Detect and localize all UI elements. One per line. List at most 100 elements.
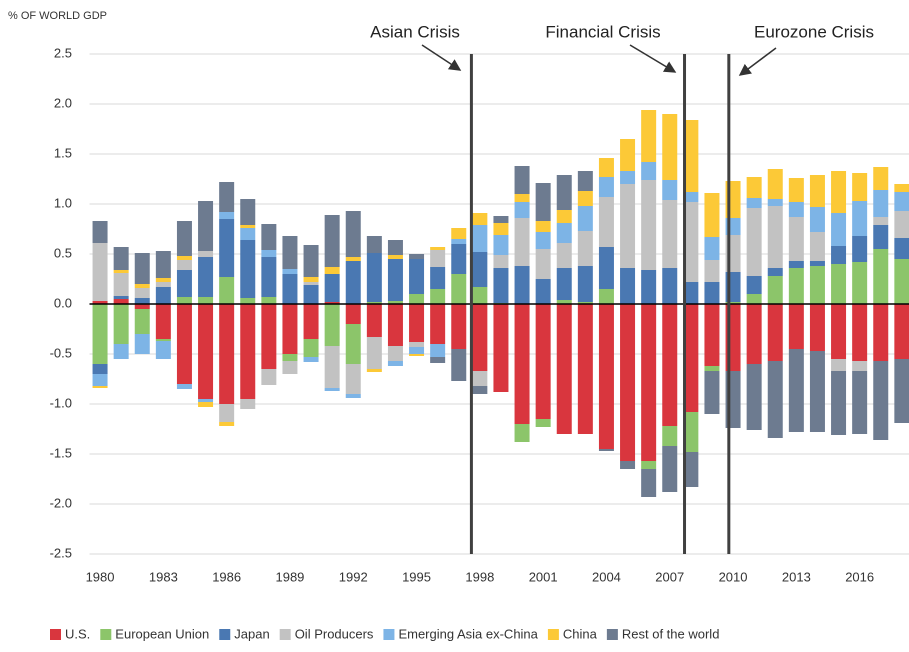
legend-label: European Union <box>115 626 209 641</box>
bar-segment <box>556 268 572 300</box>
bar-segment <box>556 210 572 223</box>
bar-segment <box>641 304 657 461</box>
bar-segment <box>430 267 446 289</box>
bar-segment <box>219 304 235 404</box>
bar-segment <box>852 304 868 361</box>
bar-segment <box>134 284 150 288</box>
bar-segment <box>831 304 847 359</box>
annotation: Eurozone Crisis <box>754 22 874 41</box>
bar-segment <box>451 349 467 381</box>
bar-segment <box>514 202 530 218</box>
bar-segment <box>219 212 235 219</box>
bar-segment <box>746 294 762 304</box>
x-tick-label: 2016 <box>845 569 874 584</box>
bar-segment <box>155 251 171 278</box>
bar-segment <box>873 361 889 440</box>
bar-segment <box>261 297 277 304</box>
annotation: Asian Crisis <box>370 22 460 41</box>
bar-segment <box>493 304 509 392</box>
bar-segment <box>387 255 403 259</box>
bar-segment <box>641 180 657 270</box>
bar-segment <box>767 276 783 304</box>
bar-segment <box>746 208 762 276</box>
bar-segment <box>451 228 467 239</box>
legend-label: Emerging Asia ex-China <box>398 626 538 641</box>
bar-segment <box>767 169 783 199</box>
bar-segment <box>92 221 108 243</box>
bar-segment <box>198 251 214 257</box>
bar-segment <box>598 158 614 177</box>
bar-segment <box>282 361 298 374</box>
bar-segment <box>620 171 636 184</box>
y-tick-label: -2.0 <box>50 495 72 510</box>
bar-segment <box>514 304 530 424</box>
bar-segment <box>409 254 425 259</box>
bar-segment <box>767 361 783 438</box>
y-tick-label: -1.0 <box>50 395 72 410</box>
bar-segment <box>514 194 530 202</box>
y-axis-label: % OF WORLD GDP <box>8 10 107 22</box>
y-tick-label: 0.5 <box>54 245 72 260</box>
bar-segment <box>683 120 699 192</box>
bar-segment <box>345 211 361 257</box>
bar-segment <box>831 171 847 213</box>
bar-segment <box>894 359 909 423</box>
bar-segment <box>831 359 847 371</box>
bar-segment <box>113 299 129 304</box>
bar-segment <box>409 304 425 342</box>
bar-segment <box>535 419 551 427</box>
bar-segment <box>620 461 636 469</box>
x-tick-label: 2004 <box>592 569 621 584</box>
bar-segment <box>577 231 593 266</box>
bar-segment <box>176 256 192 260</box>
bar-segment <box>92 386 108 388</box>
bar-segment <box>577 304 593 434</box>
x-tick-label: 2010 <box>719 569 748 584</box>
bar-segment <box>556 300 572 304</box>
bar-segment <box>472 252 488 287</box>
bar-segment <box>198 257 214 297</box>
bar-segment <box>641 162 657 180</box>
bar-segment <box>387 304 403 346</box>
legend-swatch <box>547 629 559 640</box>
bar-segment <box>366 302 382 304</box>
bar-segment <box>662 446 678 492</box>
bar-segment <box>514 218 530 266</box>
bar-segment <box>261 369 277 385</box>
bar-segment <box>704 260 720 282</box>
bar-segment <box>788 268 804 304</box>
bar-segment <box>535 183 551 221</box>
bar-segment <box>134 304 150 309</box>
bar-segment <box>577 191 593 206</box>
bar-segment <box>641 270 657 304</box>
bar-segment <box>535 279 551 304</box>
bar-segment <box>472 225 488 252</box>
bar-segment <box>113 344 129 359</box>
y-tick-label: -2.5 <box>50 545 72 560</box>
bar-segment <box>240 240 256 298</box>
bar-segment <box>683 202 699 282</box>
bar-segment <box>113 296 129 299</box>
bar-segment <box>240 298 256 304</box>
legend-label: China <box>563 626 598 641</box>
bar-segment <box>92 374 108 386</box>
x-tick-label: 2007 <box>655 569 684 584</box>
bar-segment <box>430 357 446 363</box>
bar-segment <box>704 282 720 304</box>
bar-segment <box>873 167 889 190</box>
bar-segment <box>577 206 593 231</box>
bar-segment <box>704 366 720 371</box>
bar-segment <box>704 304 720 366</box>
bar-segment <box>176 221 192 256</box>
bar-segment <box>134 309 150 334</box>
bar-segment <box>809 351 825 432</box>
bar-segment <box>662 304 678 426</box>
bar-segment <box>92 364 108 374</box>
bar-segment <box>219 182 235 212</box>
bar-segment <box>219 277 235 304</box>
bar-segment <box>788 349 804 432</box>
bar-segment <box>366 337 382 369</box>
bar-segment <box>767 206 783 268</box>
bar-segment <box>852 236 868 262</box>
bar-segment <box>303 339 319 357</box>
